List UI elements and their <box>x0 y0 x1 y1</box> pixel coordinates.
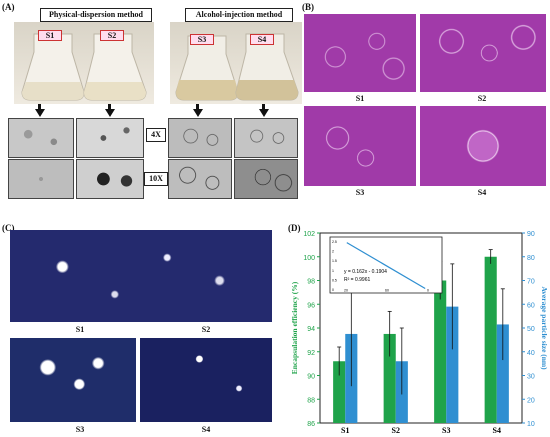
flask-label-s3: S3 <box>190 34 214 45</box>
inset-x-tick: 60 <box>385 289 389 293</box>
micrograph-s2-10x <box>76 159 144 199</box>
y2-tick-label: 80 <box>527 255 535 262</box>
y-tick-label: 98 <box>307 279 315 286</box>
y-tick-label: 96 <box>307 302 315 309</box>
inset-line <box>346 242 426 290</box>
y2-tick-label: 50 <box>527 326 535 333</box>
y2-tick-label: 70 <box>527 279 535 286</box>
sem-label-s3: S3 <box>355 188 365 197</box>
tem-image-s1-s2 <box>10 230 272 322</box>
micrograph-s4-4x <box>234 118 298 158</box>
inset-y-tick: 0.5 <box>332 278 337 282</box>
y-axis-label: Encapsulation efficiency (%) <box>290 281 299 374</box>
flask-label-s1: S1 <box>38 30 62 41</box>
arrow-shaft <box>196 104 199 110</box>
y2-axis-label: Average particle size (nm) <box>540 286 548 370</box>
micrograph-s4-10x <box>234 159 298 199</box>
y-tick-label: 86 <box>307 421 315 428</box>
y2-tick-label: 60 <box>527 302 535 309</box>
sem-image-s4 <box>420 106 546 186</box>
magnification-10x: 10X <box>144 172 168 186</box>
flask-label-s4: S4 <box>250 34 274 45</box>
inset-y-tick: 2.5 <box>332 240 337 244</box>
y-tick-label: 92 <box>307 350 315 357</box>
bar-efficiency <box>434 280 447 423</box>
inset-x-tick: 20 <box>344 289 348 293</box>
sem-label-s2: S2 <box>477 94 487 103</box>
arrow-down-icon <box>192 109 203 117</box>
panel-d-tag: (D) <box>288 223 301 233</box>
micrograph-s3-4x <box>168 118 232 158</box>
inset-y-tick: 2 <box>332 250 334 254</box>
panel-b-tag: (B) <box>302 2 314 12</box>
tem-image-s4 <box>140 338 272 422</box>
bar-particle-size <box>496 324 509 423</box>
arrow-down-icon <box>258 109 269 117</box>
tem-image-s3 <box>10 338 136 422</box>
sem-image-s1 <box>304 14 416 92</box>
y2-tick-label: 10 <box>527 421 535 428</box>
x-tick-label: S1 <box>341 426 349 435</box>
inset-equation: y = 0.162x - 0.1904 <box>344 269 387 275</box>
particle-chart: 86889092949698100102102030405060708090S1… <box>290 231 548 435</box>
x-tick-label: S3 <box>442 426 450 435</box>
tem-label-s4: S4 <box>201 425 211 434</box>
inset-x-tick: 0 <box>427 289 429 293</box>
y-tick-label: 94 <box>307 326 315 333</box>
bar-particle-size <box>446 306 459 423</box>
micrograph-s3-10x <box>168 159 232 199</box>
micrograph-s1-10x <box>8 159 74 199</box>
flask-photo-left-svg <box>21 33 147 101</box>
y2-tick-label: 40 <box>527 350 535 357</box>
method-left-label: Physical-dispersion method <box>40 8 152 22</box>
micrograph-s1-4x <box>8 118 74 158</box>
arrow-down-icon <box>104 109 115 117</box>
method-right-label: Alcohol-injection method <box>185 8 293 22</box>
tem-label-s2: S2 <box>201 325 211 334</box>
micrograph-s2-4x <box>76 118 144 158</box>
y-tick-label: 100 <box>303 255 315 262</box>
arrow-shaft <box>38 104 41 110</box>
arrow-shaft <box>108 104 111 110</box>
inset-y-tick: 1.5 <box>332 259 337 263</box>
arrow-shaft <box>262 104 265 110</box>
panel-a-tag: (A) <box>2 2 15 12</box>
flask-label-s2: S2 <box>100 30 124 41</box>
inset-y-tick: 0 <box>332 288 334 292</box>
arrow-down-icon <box>34 109 45 117</box>
y2-tick-label: 30 <box>527 374 535 381</box>
y-tick-label: 90 <box>307 374 315 381</box>
inset-y-tick: 1 <box>332 269 334 273</box>
x-tick-label: S4 <box>493 426 501 435</box>
bar-efficiency <box>484 256 497 423</box>
y-tick-label: 88 <box>307 397 315 404</box>
flask-photo-right-svg <box>175 33 299 101</box>
flask-photo-right: S3 S4 <box>170 22 302 104</box>
y-tick-label: 102 <box>303 231 315 238</box>
bar-efficiency <box>333 361 346 423</box>
magnification-4x: 4X <box>146 128 166 142</box>
flask-photo-left: S1 S2 <box>14 22 154 104</box>
sem-image-s2 <box>420 14 546 92</box>
sem-image-s3 <box>304 106 416 186</box>
tem-label-s3: S3 <box>75 425 85 434</box>
y2-tick-label: 20 <box>527 397 535 404</box>
panel-c-tag: (C) <box>2 223 15 233</box>
tem-label-s1: S1 <box>75 325 85 334</box>
bar-efficiency <box>383 333 396 423</box>
sem-label-s4: S4 <box>477 188 487 197</box>
inset-r2: R² = 0.9961 <box>344 277 370 283</box>
y2-tick-label: 90 <box>527 231 535 238</box>
x-tick-label: S2 <box>392 426 400 435</box>
sem-label-s1: S1 <box>355 94 365 103</box>
